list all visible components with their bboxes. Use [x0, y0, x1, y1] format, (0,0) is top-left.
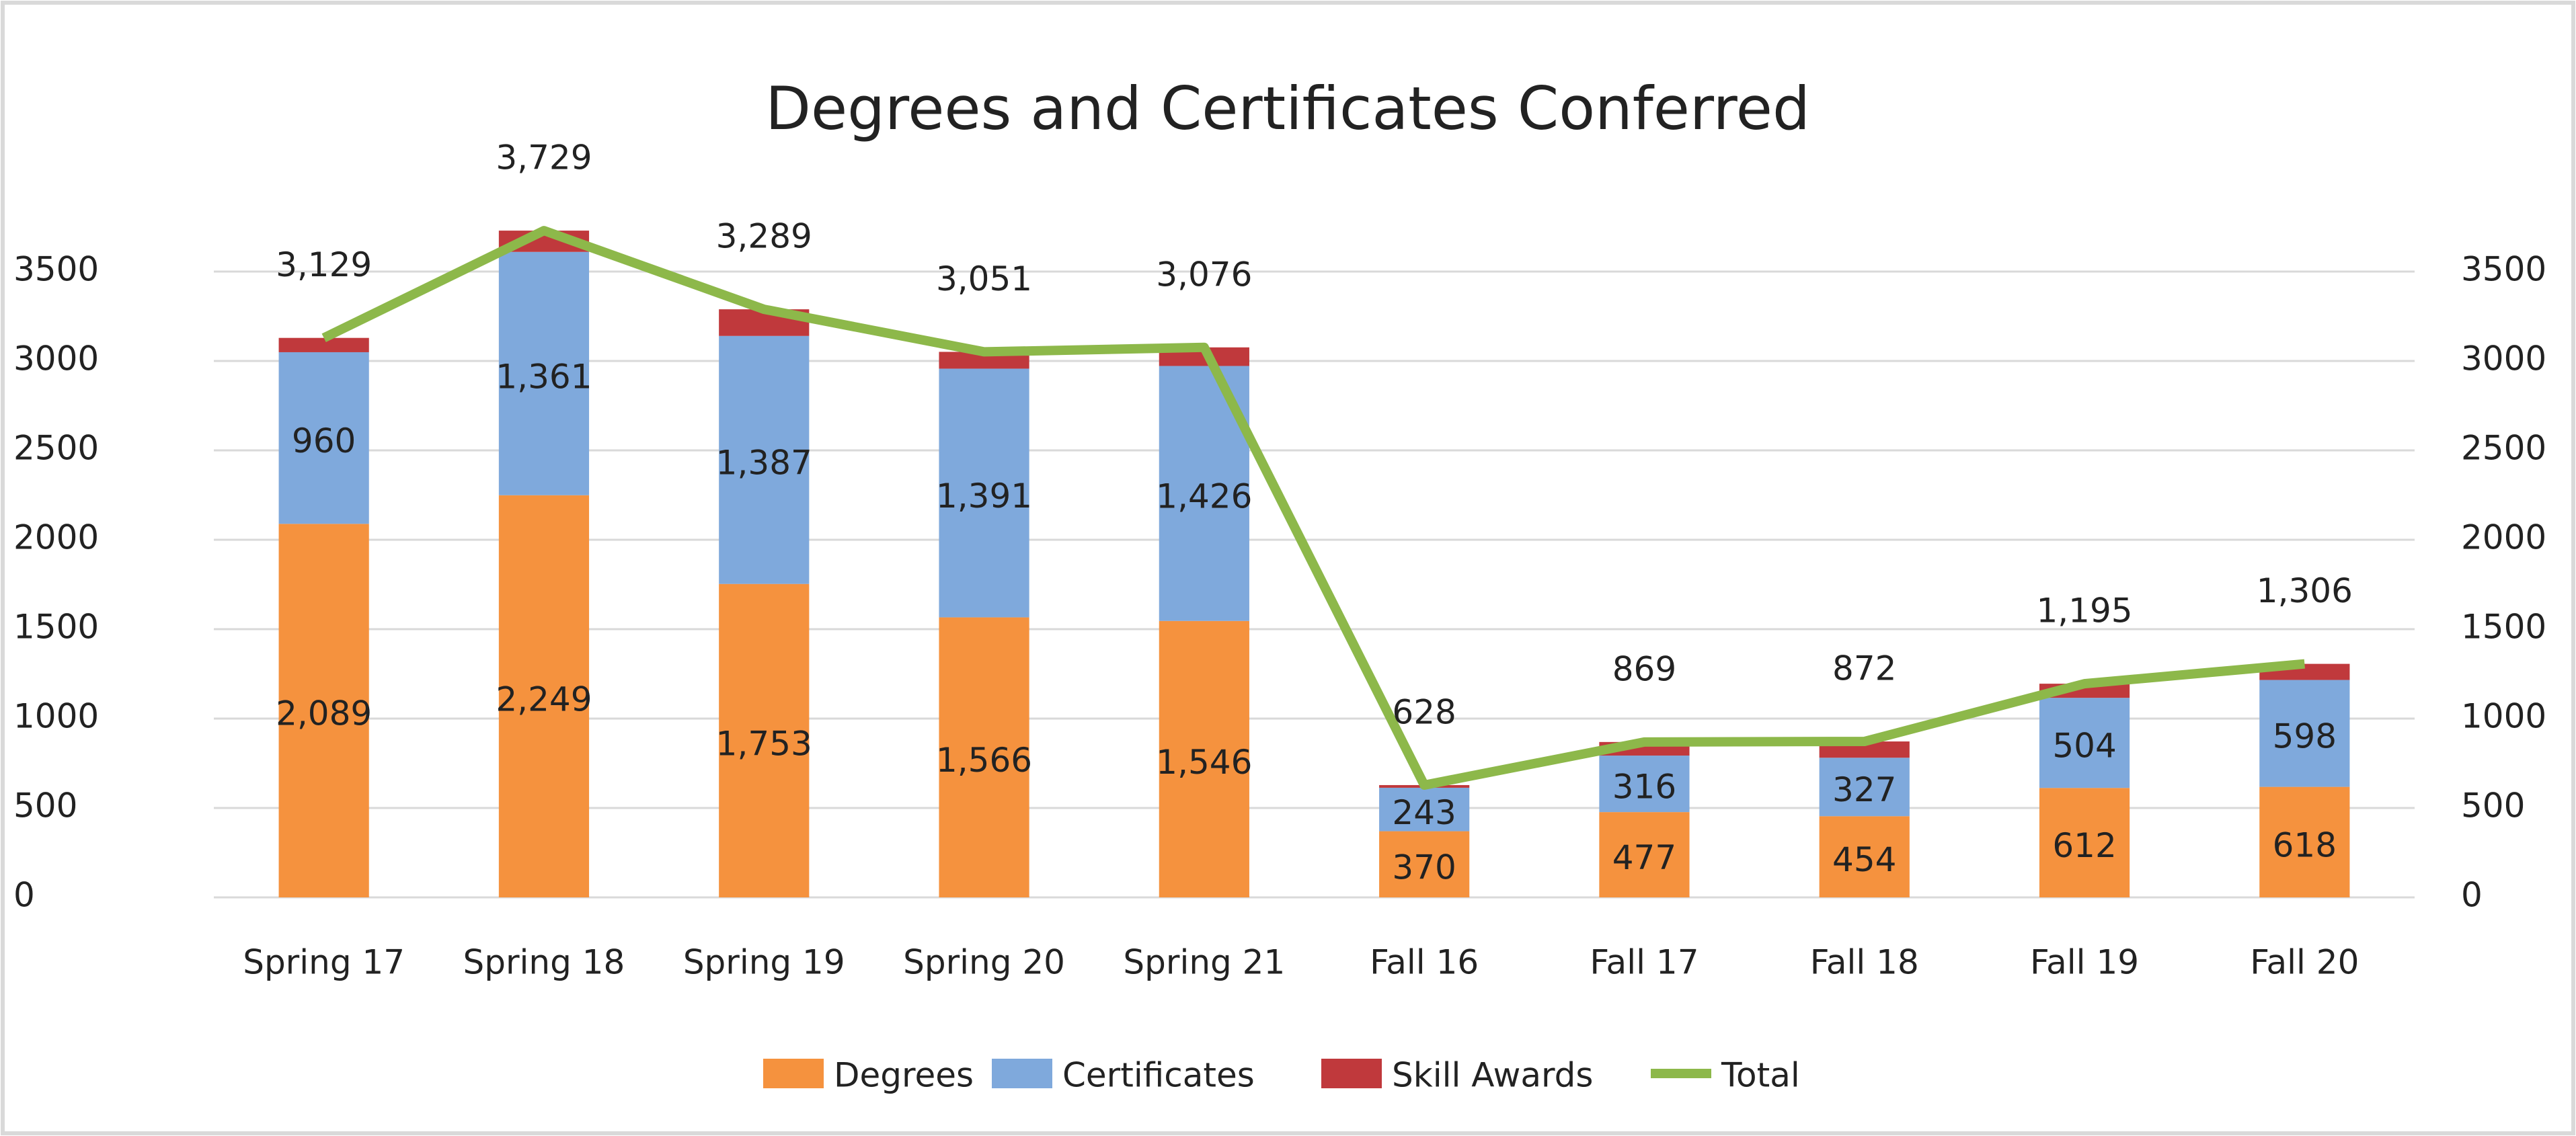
data-label: 504 [2052, 727, 2116, 766]
y-tick-label: 1500 [13, 608, 99, 647]
x-tick-label: Fall 17 [1590, 943, 1699, 982]
data-label: 3,129 [276, 245, 372, 284]
bar-segment [278, 524, 369, 897]
total-line [321, 226, 2305, 790]
bar-segment [1379, 787, 1470, 831]
y-tick-label: 0 [13, 876, 35, 915]
legend-swatch [992, 1059, 1052, 1088]
data-label: 327 [1832, 770, 1896, 809]
bar-segment [939, 368, 1029, 618]
y-tick-label: 3500 [13, 250, 99, 289]
data-label: 628 [1392, 692, 1456, 731]
x-tick-label: Spring 17 [243, 943, 405, 982]
data-label: 598 [2273, 717, 2337, 756]
data-label: 3,076 [1156, 255, 1252, 294]
x-tick-label: Spring 21 [1123, 943, 1285, 982]
bar-segment [719, 583, 810, 897]
data-label: 1,387 [716, 444, 812, 483]
y-tick-label: 1000 [13, 697, 99, 736]
chart-title: Degrees and Certificates Conferred [765, 74, 1810, 143]
x-tick-label: Spring 19 [683, 943, 845, 982]
bar-segment [939, 617, 1029, 897]
y-tick-label: 2500 [13, 429, 99, 468]
x-tick-label: Fall 20 [2250, 943, 2359, 982]
bar-segment [2039, 788, 2130, 897]
y2-tick-label: 500 [2461, 786, 2525, 825]
y2-tick-label: 0 [2461, 876, 2483, 915]
y2-tick-label: 3000 [2461, 339, 2546, 378]
bar-segment [498, 495, 590, 897]
data-label: 370 [1392, 848, 1456, 887]
bar-segment [719, 335, 810, 584]
x-tick-label: Fall 19 [2030, 943, 2139, 982]
y2-tick-label: 1000 [2461, 697, 2546, 736]
data-label: 1,195 [2036, 592, 2132, 631]
legend-label: Certificates [1062, 1056, 1255, 1095]
y2-tick-label: 1500 [2461, 608, 2546, 647]
bar-segment [498, 251, 590, 495]
y-tick-label: 2000 [13, 518, 99, 557]
legend-label: Degrees [834, 1056, 974, 1095]
bar-segment [1599, 756, 1690, 813]
y2-tick-label: 2000 [2461, 518, 2546, 557]
bar-segment [278, 352, 369, 524]
data-label: 3,729 [496, 138, 592, 177]
data-label: 872 [1832, 649, 1896, 688]
data-label: 3,051 [936, 259, 1032, 298]
bar-segment [2259, 786, 2350, 897]
y2-tick-label: 3500 [2461, 250, 2546, 289]
data-label: 243 [1392, 793, 1456, 832]
data-label: 1,426 [1156, 477, 1252, 516]
bar-segment [1819, 758, 1910, 817]
data-label: 618 [2273, 825, 2337, 864]
bar-segment [1819, 816, 1910, 897]
bar-segment [2039, 698, 2130, 788]
data-label: 1,753 [716, 724, 812, 763]
data-label: 316 [1612, 768, 1676, 807]
data-label: 1,391 [936, 477, 1032, 516]
data-label: 454 [1832, 840, 1896, 879]
legend-label: Skill Awards [1392, 1056, 1593, 1095]
bar-segment [278, 337, 369, 352]
data-label: 960 [292, 421, 356, 460]
bar-segment [1159, 620, 1249, 897]
bar-segment [1379, 831, 1470, 897]
data-label: 477 [1612, 838, 1676, 877]
data-label: 3,289 [716, 217, 812, 256]
legend-swatch [763, 1059, 824, 1088]
data-label: 1,361 [496, 357, 592, 396]
legend-label: Total [1721, 1056, 1800, 1095]
data-label: 1,306 [2257, 571, 2353, 610]
x-tick-label: Fall 16 [1370, 943, 1479, 982]
bar-segment [1599, 812, 1690, 897]
data-label: 2,249 [496, 680, 592, 719]
data-label: 1,546 [1156, 743, 1252, 782]
data-label: 1,566 [936, 741, 1032, 780]
x-tick-label: Fall 18 [1810, 943, 1919, 982]
x-tick-label: Spring 20 [903, 943, 1065, 982]
bar-segment [2259, 680, 2350, 787]
y-tick-label: 3000 [13, 339, 99, 378]
data-label: 2,089 [276, 694, 372, 733]
x-tick-label: Spring 18 [463, 943, 625, 982]
y-tick-label: 500 [13, 786, 77, 825]
data-label: 869 [1612, 649, 1676, 688]
data-label: 612 [2052, 826, 2116, 865]
legend-swatch [1321, 1059, 1382, 1088]
y2-tick-label: 2500 [2461, 429, 2546, 468]
